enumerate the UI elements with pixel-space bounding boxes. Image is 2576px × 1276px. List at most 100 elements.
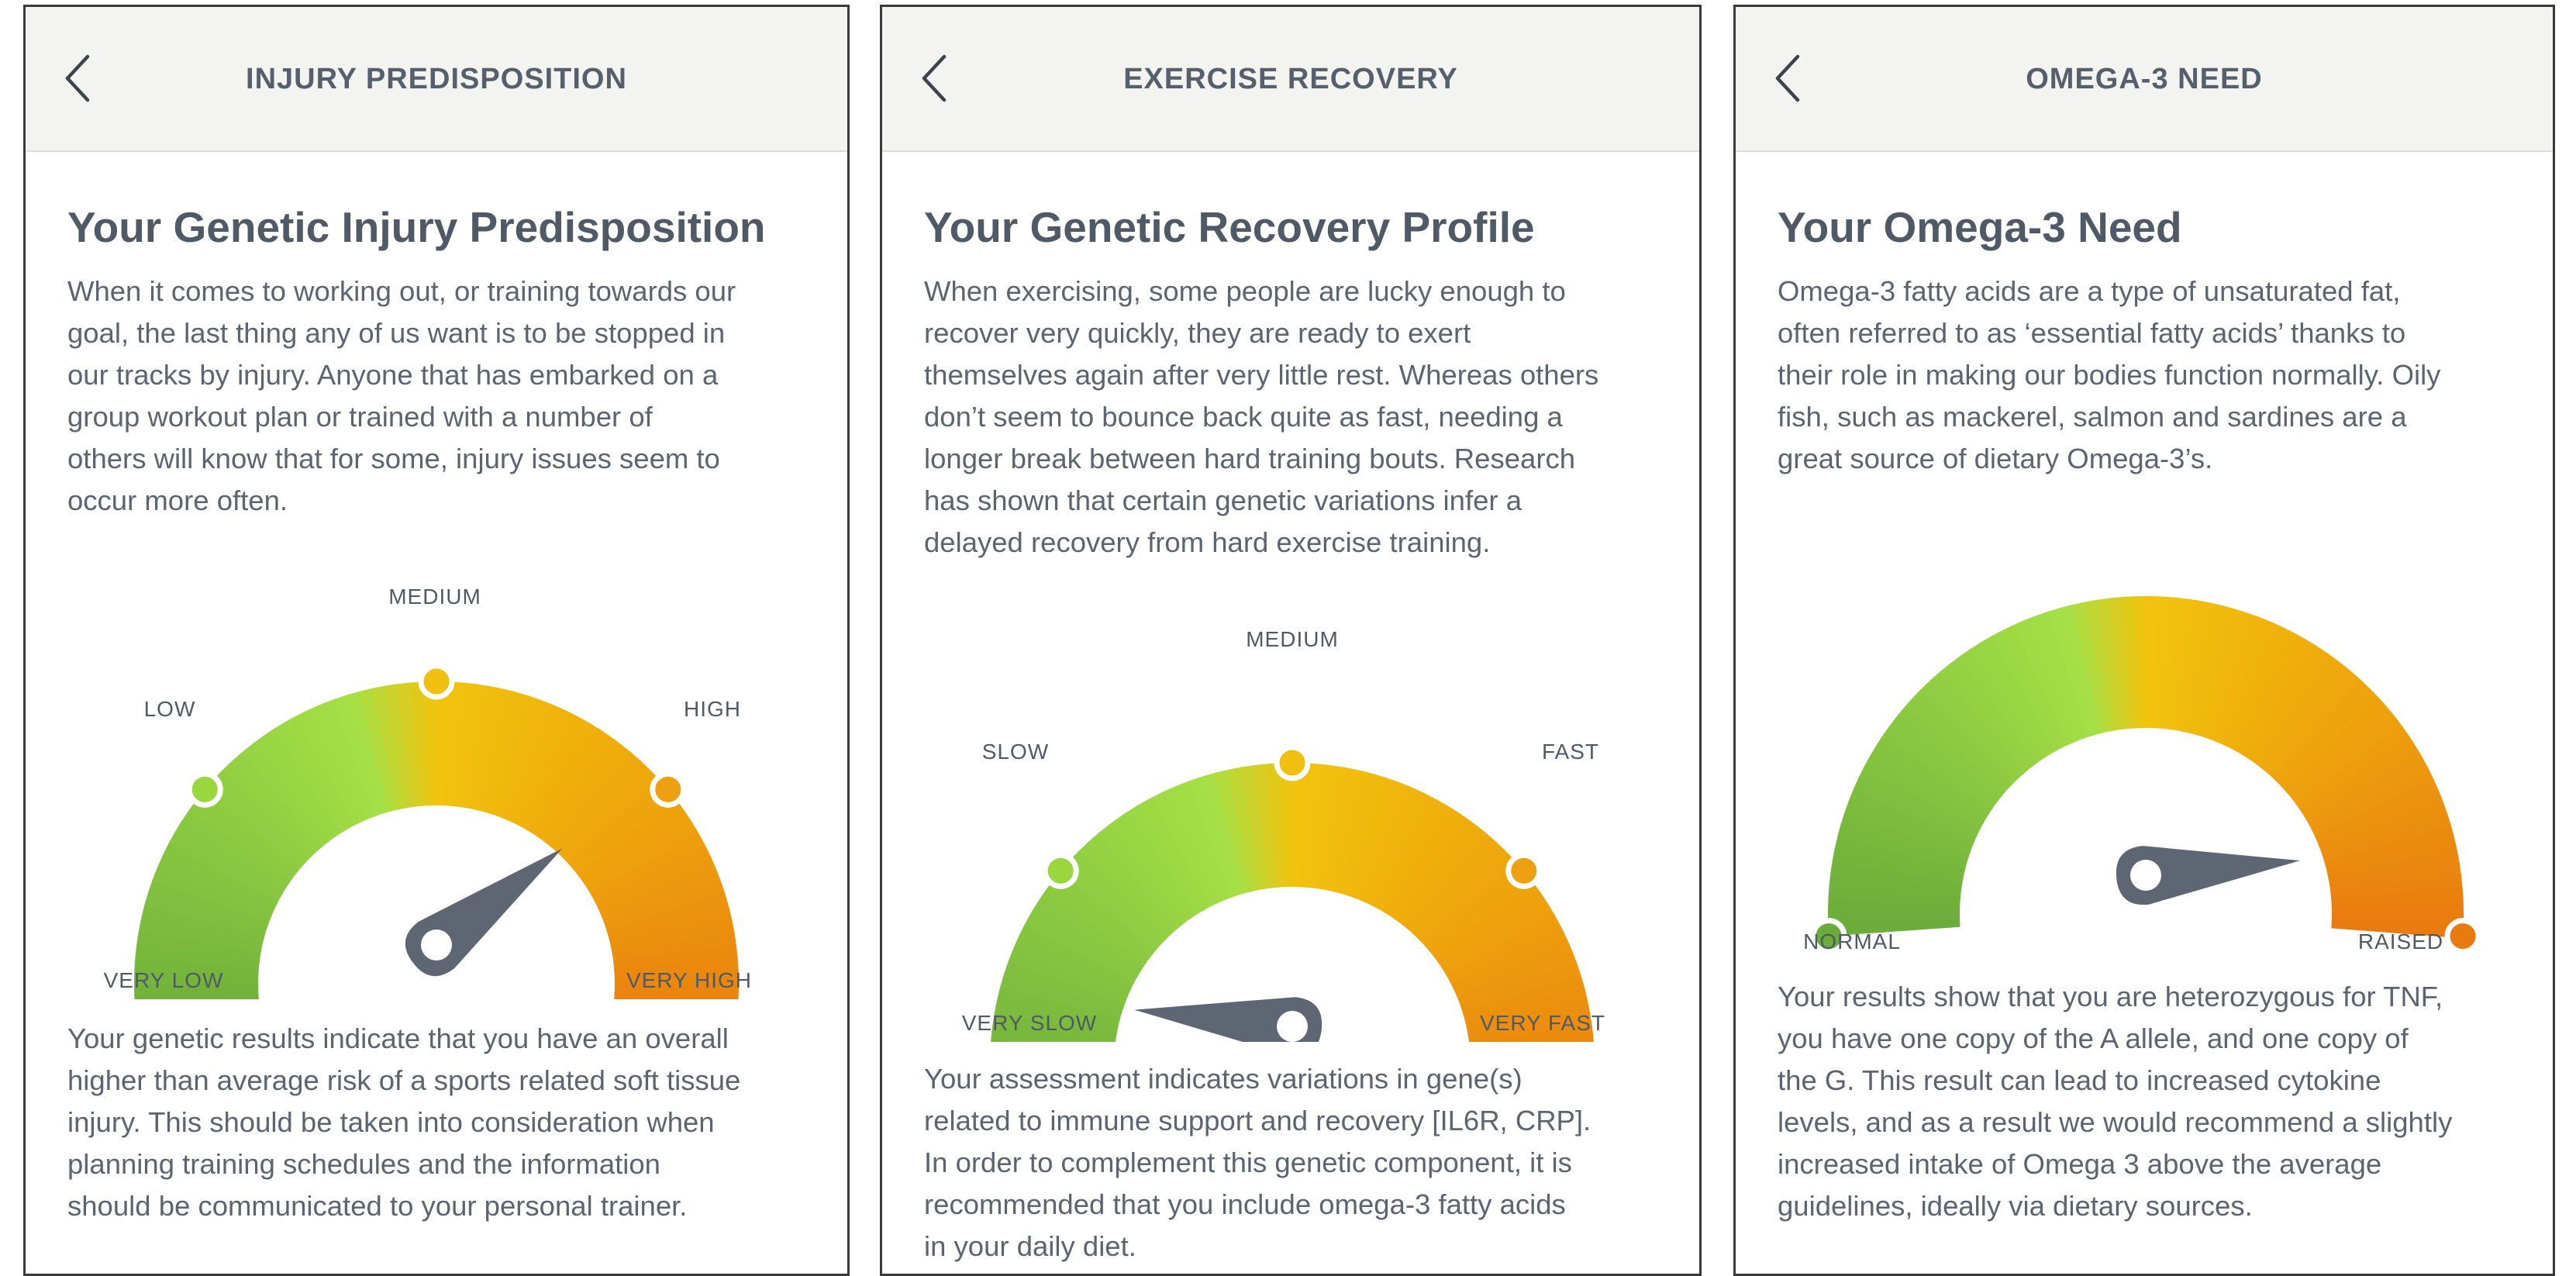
gauge-band-segment [1316,765,1347,890]
gauge-band-segment [1353,781,1410,902]
gauge-label-medium: MEDIUM [1246,627,1339,651]
gauge-band-segment [397,682,422,807]
screen-header: OMEGA-3 NEED [1736,7,2553,152]
gauge-label-medium: MEDIUM [388,585,481,609]
gauge-band-segment [538,736,622,843]
gauge-band-segment [2195,608,2246,738]
gauge-band-segment [1278,763,1295,888]
gauge-band-segment [2324,826,2455,871]
gauge-band-segment [188,798,296,882]
gauge-needle-hub [421,929,452,960]
gauge-band-segment [1828,918,1960,936]
gauge-band-segment [138,916,263,954]
gauge-band-segment [1922,678,2022,782]
gauge-label-very-slow: VERY SLOW [961,1011,1098,1035]
injury-risk-gauge: VERY LOW LOW MEDIUM HIGH VERY HIGH [26,565,847,1081]
gauge-band-segment [1374,797,1446,912]
gauge-band-segment [2047,607,2097,737]
gauge-band-segment [1450,925,1567,991]
gauge-band-segment [526,722,601,834]
section-title: Your Omega-3 Need [1778,203,2182,251]
gauge-band-segment [994,997,1119,1035]
gauge-band-segment [2236,636,2313,756]
gauge-band-segment [606,892,729,940]
gauge-band-segment [1970,641,2050,760]
gauge-band-segment [497,699,554,820]
gauge-band-segment [505,704,567,823]
gauge-band-segment [2216,619,2281,746]
gauge-band-segment [1875,734,1993,816]
gauge-band-segment [545,743,633,848]
gauge-band-segment [2188,605,2234,736]
gauge-band-segment [582,810,693,889]
omega3-need-screen: OMEGA-3 NEED Your Omega-3 Need Omega-3 f… [1733,5,2555,1276]
gauge-band-segment [285,714,356,829]
intro-text: When it comes to working out, or trainin… [67,275,736,516]
gauge-band-segment [2281,697,2388,794]
gauge-band-segment [1004,960,1126,1012]
gauge-band-segment [2209,616,2269,743]
gauge-marker-dot [650,771,687,808]
gauge-label-fast: FAST [1541,740,1600,764]
gauge-band-segment [1240,764,1271,890]
gauge-band-segment [2266,671,2363,778]
gauge-band-segment [1141,795,1212,911]
gauge-band-segment [512,709,578,826]
gauge-band-segment [320,698,377,819]
gauge-band-segment [2036,610,2090,740]
chevron-left-icon[interactable] [919,53,950,103]
gauge-label-normal: NORMAL [1803,929,1901,954]
gauge-band-segment [2326,837,2458,878]
gauge-band-segment [490,695,542,817]
gauge-band-segment [1863,755,1985,829]
gauge-band-segment [2314,779,2440,843]
gauge-band-segment [1412,842,1508,940]
gauge-band-segment [134,968,259,984]
gauge-band-segment [144,891,267,938]
gauge-band-segment [1108,816,1191,924]
gauge-band-segment [2319,802,2448,857]
gauge-band-segment [1423,860,1526,952]
gauge-band-segment [1834,835,1966,877]
gauge-band-segment [598,856,717,917]
gauge-band-segment [1069,850,1167,945]
gauge-band-segment [1188,776,1240,898]
gauge-band-segment [1991,629,2064,752]
gauge-band-segment [1088,832,1179,934]
gauge-band-segment [452,682,478,808]
gauge-band-segment [1078,840,1173,940]
gauge-band-segment [309,703,370,823]
gauge-band-segment [1457,949,1578,1005]
gauge-band-segment [1837,823,1967,870]
chevron-left-icon[interactable] [1773,53,1804,103]
gauge-band-segment [1152,790,1219,907]
gauge-band-segment [1418,851,1517,946]
gauge-band-segment [444,681,465,807]
chevron-left-icon[interactable] [63,53,94,103]
gauge-band-segment [1930,670,2027,778]
gauge-band-segment [1447,914,1562,985]
gauge-band-segment [482,691,529,815]
gauge-band-segment [1840,812,1970,863]
gauge-band-segment [1367,791,1434,908]
gauge-band-segment [1828,884,1961,905]
gauge-band-segment [1300,763,1321,888]
gauge-band-segment [567,779,670,871]
gauge-band-segment [532,729,612,839]
screen-header: INJURY PREDISPOSITION [26,7,847,152]
gauge-band-segment [614,984,739,999]
gauge-band-segment [604,880,726,932]
gauge-band-segment [1828,909,1960,924]
gauge-marker-dot [2444,918,2481,955]
gauge-band-segment [997,985,1121,1027]
gauge-band-segment [2002,624,2070,748]
gauge-band-segment [562,770,661,864]
gauge-band-segment [1214,769,1255,893]
gauge-band-segment [1429,871,1534,958]
gauge-band-segment [296,709,363,826]
gauge-band-segment [1467,1012,1593,1043]
gauge-band-segment [591,833,706,903]
gauge-band-segment [2160,597,2185,729]
gauge-band-segment [610,918,735,954]
gauge-band-segment [141,903,265,946]
